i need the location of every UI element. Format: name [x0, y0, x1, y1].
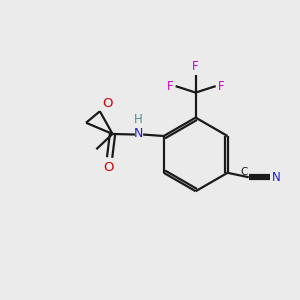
Text: H: H — [134, 113, 143, 126]
Text: N: N — [134, 127, 143, 140]
Text: F: F — [192, 60, 199, 73]
Text: C: C — [241, 167, 248, 177]
Text: O: O — [104, 161, 114, 174]
Text: N: N — [272, 171, 280, 184]
Text: O: O — [102, 97, 113, 110]
Text: F: F — [167, 80, 173, 93]
Text: F: F — [218, 80, 225, 93]
